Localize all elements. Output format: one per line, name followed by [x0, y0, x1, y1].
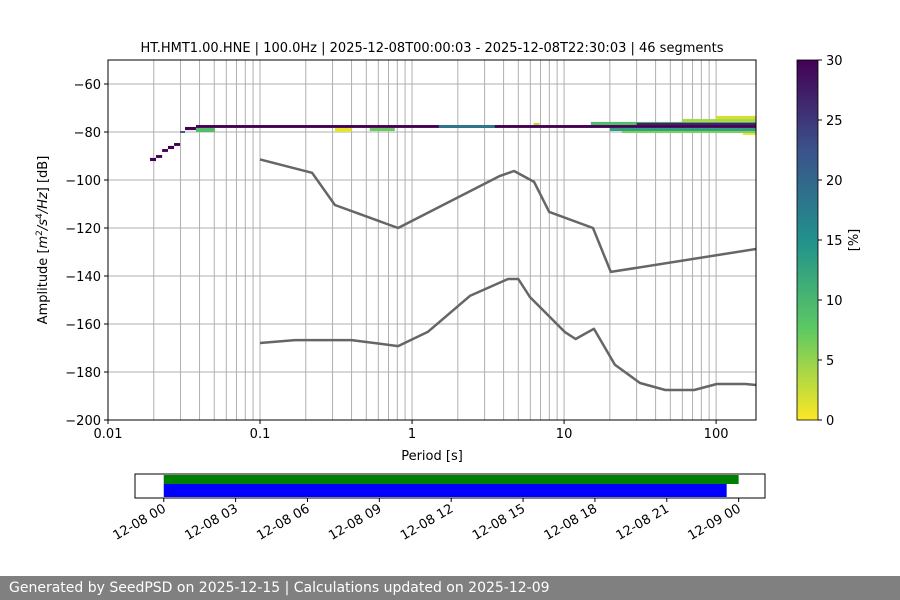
- histogram-cell: [185, 126, 196, 131]
- timeline-tick-label: 12-08 12: [398, 501, 456, 543]
- y-tick-label: −140: [65, 270, 101, 285]
- x-tick-label: 100: [704, 427, 729, 442]
- y-tick-label: −80: [74, 126, 101, 141]
- timeline-tick-label: 12-08 09: [326, 501, 384, 543]
- histogram-cell: [716, 115, 756, 120]
- timeline-tick-label: 12-08 21: [614, 501, 672, 543]
- histogram-cell: [609, 127, 756, 132]
- timeline: 12-08 00 12-08 03 12-08 06 12-08 09 12-08 12…: [111, 473, 766, 544]
- y-tick-label: −100: [65, 174, 101, 189]
- histogram-cell: [742, 132, 756, 135]
- x-tick-label: 1: [408, 427, 416, 442]
- colorbar-tick-label: 10: [826, 294, 843, 309]
- colorbar-tick-label: 25: [826, 114, 843, 129]
- histogram-cell: [636, 122, 756, 126]
- x-tick-label: 10: [556, 427, 573, 442]
- histogram-cell: [167, 145, 175, 150]
- x-tick-label: 0.1: [250, 427, 271, 442]
- histogram: [150, 115, 756, 162]
- used-segments-bar: [163, 484, 727, 497]
- low-noise-model-line: [259, 277, 756, 392]
- timeline-tick-label: 12-09 00: [686, 501, 744, 543]
- grid: [107, 60, 756, 421]
- histogram-cell: [533, 122, 540, 126]
- chart-title: HT.HMT1.00.HNE | 100.0Hz | 2025-12-08T00…: [141, 41, 724, 56]
- colorbar-label: [%]: [847, 229, 862, 252]
- timeline-frame: [134, 473, 766, 499]
- y-axis-label: Amplitude [m2/s4/Hz] [dB]: [35, 156, 51, 325]
- timeline-tick-label: 12-08 06: [254, 501, 312, 543]
- y-tick-label: −120: [65, 222, 101, 237]
- y-tick-label: −180: [65, 366, 101, 381]
- colorbar-tick-label: 20: [826, 174, 843, 189]
- colorbar-tick-label: 15: [826, 234, 843, 249]
- timeline-tick-label: 12-08 00: [111, 501, 169, 543]
- colorbar-tick-label: 0: [826, 414, 834, 429]
- histogram-cell: [195, 127, 216, 132]
- high-noise-model-line: [259, 158, 756, 274]
- colorbar-ticks: 0 5 10 15 20 25 30: [818, 54, 843, 429]
- plot-frame: [107, 59, 757, 421]
- colorbar-tick-label: 30: [826, 54, 843, 69]
- histogram-cell: [180, 131, 186, 133]
- histogram-cell: [438, 125, 495, 128]
- colorbar-tick-label: 5: [826, 354, 834, 369]
- noise-models: [259, 158, 756, 392]
- histogram-cell: [682, 119, 756, 122]
- x-tick-label: 0.01: [94, 427, 123, 442]
- axis-ticks: 0.01 0.1 1 10 100 −60 −80 −100 −120 −140 −160 −180 −…: [65, 78, 728, 442]
- timeline-tick-label: 12-08 18: [542, 501, 600, 543]
- histogram-cell: [150, 157, 157, 162]
- histogram-cell: [162, 149, 168, 152]
- y-tick-label: −160: [65, 318, 101, 333]
- y-tick-label: −60: [74, 78, 101, 93]
- colorbar: [796, 59, 819, 421]
- histogram-cell: [621, 131, 756, 133]
- x-axis-label: Period [s]: [401, 449, 463, 464]
- timeline-tick-label: 12-08 15: [470, 501, 528, 543]
- footer: Generated by SeedPSD on 2025-12-15 | Cal…: [0, 576, 900, 600]
- y-tick-label: −200: [65, 414, 101, 429]
- histogram-cell: [156, 155, 163, 158]
- histogram-cell: [174, 143, 181, 146]
- histogram-cell: [334, 127, 352, 132]
- data-availability-bar: [163, 475, 739, 484]
- timeline-tick-label: 12-08 03: [182, 501, 240, 543]
- histogram-cell: [369, 127, 395, 132]
